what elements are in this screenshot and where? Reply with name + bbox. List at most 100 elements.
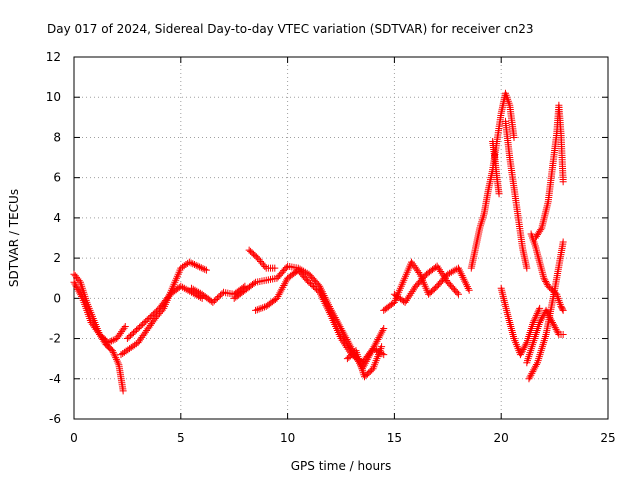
series-track-m — [489, 137, 503, 198]
data-point — [186, 287, 194, 295]
data-point — [529, 368, 537, 376]
data-point — [527, 371, 535, 379]
data-point — [195, 288, 203, 296]
data-point — [371, 346, 379, 354]
data-point — [454, 290, 462, 298]
data-point — [76, 289, 84, 297]
data-point — [339, 338, 347, 346]
y-tick-label: 6 — [53, 171, 61, 185]
data-point — [218, 290, 226, 298]
data-point — [446, 269, 454, 277]
data-point — [282, 278, 290, 286]
data-point — [440, 273, 448, 281]
data-point — [152, 307, 160, 315]
data-point — [437, 268, 445, 276]
data-point — [109, 336, 117, 344]
data-point — [111, 352, 119, 360]
data-point — [149, 310, 157, 318]
data-point — [74, 285, 82, 293]
data-point — [550, 322, 558, 330]
data-point — [145, 314, 153, 322]
y-tick-label: -6 — [49, 412, 61, 426]
y-tick-label: -2 — [49, 332, 61, 346]
data-point — [542, 306, 550, 314]
data-point — [533, 310, 541, 318]
data-point — [540, 274, 548, 282]
data-point — [406, 291, 414, 299]
series-track-c — [70, 278, 129, 347]
chart-title: Day 017 of 2024, Sidereal Day-to-day VTE… — [47, 22, 534, 36]
data-point — [142, 317, 150, 325]
data-point — [271, 264, 279, 272]
data-point — [310, 283, 318, 291]
data-point — [180, 284, 188, 292]
data-point — [280, 282, 288, 290]
data-point — [282, 264, 290, 272]
data-point — [257, 304, 265, 312]
data-point — [179, 283, 187, 291]
y-tick-label: 8 — [53, 130, 61, 144]
data-point — [140, 319, 148, 327]
data-point — [510, 133, 518, 141]
data-point — [201, 265, 209, 273]
series-track-o — [497, 284, 544, 359]
data-point — [531, 315, 539, 323]
series-track-i — [343, 343, 386, 381]
data-point — [123, 335, 131, 343]
data-point — [559, 238, 567, 246]
data-point — [372, 339, 380, 347]
data-point — [216, 291, 224, 299]
data-point — [215, 293, 223, 301]
data-point — [438, 269, 446, 277]
data-point — [338, 336, 346, 344]
data-point — [259, 261, 267, 269]
data-point — [106, 338, 114, 346]
data-point — [177, 282, 185, 290]
data-point — [252, 253, 260, 261]
data-point — [532, 313, 540, 321]
x-tick-label: 25 — [600, 431, 615, 445]
data-point — [532, 311, 540, 319]
data-point — [199, 265, 207, 273]
data-point — [517, 349, 525, 357]
data-point — [252, 306, 260, 314]
x-tick-label: 10 — [280, 431, 295, 445]
plot-frame — [73, 56, 609, 420]
series-track-k — [390, 262, 462, 306]
data-point — [495, 190, 503, 198]
data-point — [137, 322, 145, 330]
data-point — [376, 332, 384, 340]
data-point — [373, 337, 381, 345]
data-point — [537, 317, 545, 325]
data-point — [260, 303, 268, 311]
data-point — [535, 306, 543, 314]
data-point — [435, 266, 443, 274]
data-point — [341, 332, 349, 340]
data-point — [341, 340, 349, 348]
data-point — [559, 306, 567, 314]
data-point — [259, 304, 267, 312]
data-point — [110, 350, 118, 358]
series-track-f — [245, 246, 279, 272]
data-point — [439, 271, 447, 279]
data-point — [191, 286, 199, 294]
data-point — [112, 355, 120, 363]
data-point — [525, 375, 533, 383]
x-tick-label: 0 — [70, 431, 78, 445]
data-point — [343, 343, 351, 351]
x-tick-label: 15 — [387, 431, 402, 445]
data-point — [536, 304, 544, 312]
data-point — [75, 277, 83, 285]
data-point — [377, 330, 385, 338]
data-point — [379, 326, 387, 334]
data-point — [121, 322, 129, 330]
data-point — [305, 278, 313, 286]
y-tick-label: -4 — [49, 372, 61, 386]
data-point — [128, 330, 136, 338]
data-point — [71, 280, 79, 288]
data-point — [148, 312, 156, 320]
data-point — [401, 298, 409, 306]
data-point — [132, 340, 140, 348]
data-point — [192, 261, 200, 269]
